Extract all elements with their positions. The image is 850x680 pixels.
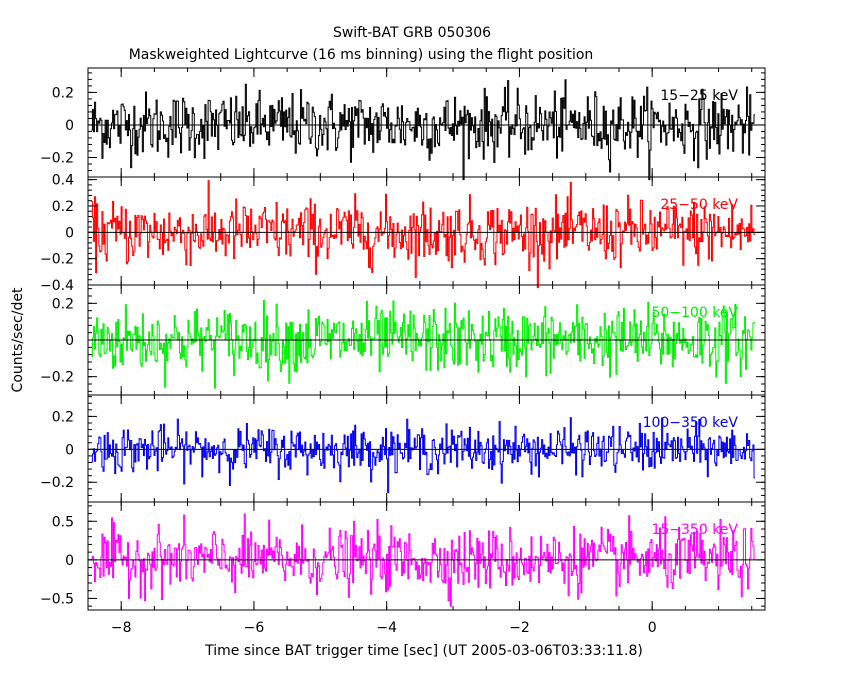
- series-line: [91, 513, 755, 607]
- panel-25-50-kev: −0.4 −0.2 0 0.2 0.4 25−50 keV: [40, 173, 766, 294]
- y-tick-label: −0.2: [40, 370, 74, 386]
- panel-15-350-kev: −0.5 0 0.5 15−350 keV: [40, 501, 766, 611]
- panel-50-100-kev: −0.2 0 0.2 50−100 keV: [40, 284, 766, 396]
- y-tick-label: −0.2: [40, 150, 74, 166]
- x-tick-label: −4: [376, 620, 397, 636]
- y-tick-label: 0.2: [52, 199, 74, 215]
- y-tick-label: −0.5: [40, 591, 74, 607]
- chart-title: Swift-BAT GRB 050306: [333, 25, 491, 41]
- band-label: 15−350 keV: [651, 522, 738, 538]
- band-label: 15−25 keV: [660, 88, 738, 104]
- y-tick-label: −0.4: [40, 278, 74, 294]
- y-tick-label: 0.4: [52, 173, 74, 189]
- y-tick-label: 0: [65, 442, 74, 458]
- series-line: [91, 180, 755, 289]
- y-tick-label: 0: [65, 225, 74, 241]
- y-tick-label: −0.2: [40, 475, 74, 491]
- series-line: [91, 417, 755, 494]
- chart-subtitle: Maskweighted Lightcurve (16 ms binning) …: [129, 47, 594, 63]
- band-label: 50−100 keV: [651, 305, 738, 321]
- panel-frame: [87, 501, 766, 611]
- panels: −0.2 0 0.2 15−25 keV −0.4 −0.2 0 0.2 0.4 25−50 ke…: [40, 67, 766, 636]
- x-tick-label: −2: [509, 620, 530, 636]
- y-tick-label: 0.5: [52, 514, 74, 530]
- y-tick-label: 0: [65, 118, 74, 134]
- x-tick-label: 0: [648, 620, 657, 636]
- y-tick-label: 0.2: [52, 409, 74, 425]
- band-label: 100−350 keV: [643, 415, 739, 431]
- y-tick-label: −0.2: [40, 252, 74, 268]
- y-tick-label: 0: [65, 553, 74, 569]
- series-line: [91, 79, 755, 181]
- y-tick-label: 0.2: [52, 296, 74, 312]
- series-line: [91, 300, 755, 389]
- x-tick-label: −8: [111, 620, 132, 636]
- band-label: 25−50 keV: [660, 197, 738, 213]
- x-axis-label: Time since BAT trigger time [sec] (UT 20…: [204, 643, 643, 659]
- panel-15-25-kev: −0.2 0 0.2 15−25 keV: [40, 67, 766, 181]
- y-tick-label: 0: [65, 333, 74, 349]
- y-tick-label: 0.2: [52, 85, 74, 101]
- x-tick-label: −6: [244, 620, 265, 636]
- y-axis-label: Counts/sec/det: [10, 287, 26, 392]
